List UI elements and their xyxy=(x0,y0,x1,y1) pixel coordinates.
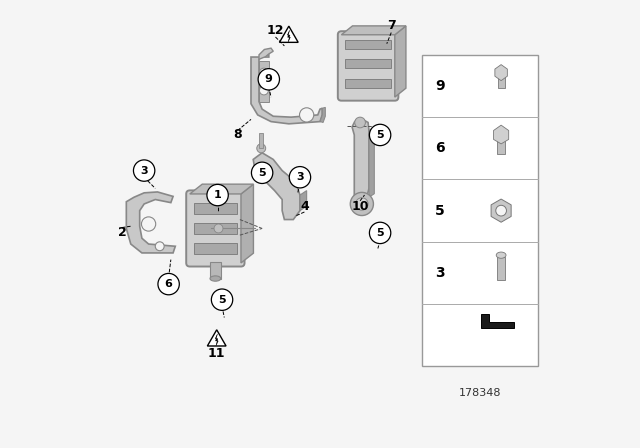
Text: 11: 11 xyxy=(208,347,225,360)
Polygon shape xyxy=(369,127,374,197)
Circle shape xyxy=(214,224,223,233)
Text: 5: 5 xyxy=(376,130,384,140)
Circle shape xyxy=(496,205,506,216)
Polygon shape xyxy=(481,314,515,328)
Bar xyxy=(497,257,505,280)
Bar xyxy=(210,262,221,279)
Circle shape xyxy=(211,289,233,310)
Circle shape xyxy=(134,160,155,181)
Circle shape xyxy=(355,117,365,128)
Polygon shape xyxy=(352,118,369,199)
Ellipse shape xyxy=(210,276,221,281)
Bar xyxy=(194,223,237,234)
Text: 1: 1 xyxy=(214,190,221,200)
Text: 9: 9 xyxy=(265,74,273,84)
Text: 5: 5 xyxy=(259,168,266,178)
Circle shape xyxy=(289,167,310,188)
Polygon shape xyxy=(190,184,253,194)
Bar xyxy=(194,243,237,254)
Text: 3: 3 xyxy=(296,172,304,182)
Circle shape xyxy=(141,217,156,231)
Bar xyxy=(497,132,505,154)
Text: 3: 3 xyxy=(140,166,148,176)
Circle shape xyxy=(259,86,268,95)
Text: 8: 8 xyxy=(234,129,242,142)
Bar xyxy=(194,203,237,214)
Text: 12: 12 xyxy=(267,24,284,37)
Text: 5: 5 xyxy=(435,204,445,218)
Bar xyxy=(422,55,538,366)
FancyBboxPatch shape xyxy=(338,31,398,101)
Circle shape xyxy=(207,185,228,206)
Text: 6: 6 xyxy=(164,279,173,289)
Text: 178348: 178348 xyxy=(459,388,502,398)
Text: 2: 2 xyxy=(118,226,126,239)
Bar xyxy=(259,61,269,102)
Bar xyxy=(259,133,264,148)
Polygon shape xyxy=(287,30,291,42)
Circle shape xyxy=(259,68,268,77)
Polygon shape xyxy=(215,334,218,346)
Polygon shape xyxy=(495,65,508,81)
Circle shape xyxy=(369,124,391,146)
Text: 3: 3 xyxy=(435,266,445,280)
Ellipse shape xyxy=(496,252,506,258)
Text: 5: 5 xyxy=(218,295,226,305)
Bar xyxy=(345,79,391,88)
Bar xyxy=(497,68,505,88)
Circle shape xyxy=(350,192,373,215)
Text: 10: 10 xyxy=(351,200,369,213)
Circle shape xyxy=(257,144,266,153)
Polygon shape xyxy=(491,199,511,222)
Text: 6: 6 xyxy=(435,141,445,155)
Polygon shape xyxy=(395,26,406,97)
Polygon shape xyxy=(253,153,300,220)
Polygon shape xyxy=(207,330,226,346)
Circle shape xyxy=(158,273,179,295)
Polygon shape xyxy=(251,55,322,124)
Bar xyxy=(345,59,391,68)
Polygon shape xyxy=(320,108,325,122)
Circle shape xyxy=(300,108,314,122)
Circle shape xyxy=(356,198,368,210)
Text: 9: 9 xyxy=(435,79,445,93)
Polygon shape xyxy=(493,125,509,144)
Circle shape xyxy=(369,222,391,244)
Polygon shape xyxy=(259,48,273,59)
Circle shape xyxy=(258,69,280,90)
Text: 5: 5 xyxy=(376,228,384,238)
Polygon shape xyxy=(341,26,406,35)
Circle shape xyxy=(252,162,273,184)
Text: 7: 7 xyxy=(387,19,396,32)
Polygon shape xyxy=(241,184,253,263)
FancyBboxPatch shape xyxy=(186,190,244,267)
Polygon shape xyxy=(280,26,298,43)
Bar xyxy=(345,40,391,49)
Polygon shape xyxy=(300,190,307,211)
Circle shape xyxy=(156,242,164,251)
Text: 4: 4 xyxy=(300,200,308,213)
Polygon shape xyxy=(126,192,175,253)
